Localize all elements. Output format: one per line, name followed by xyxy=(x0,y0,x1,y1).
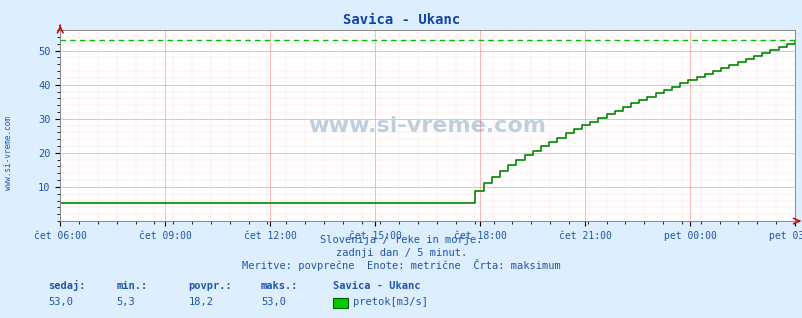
Text: maks.:: maks.: xyxy=(261,281,298,291)
Text: 53,0: 53,0 xyxy=(261,297,286,307)
Text: pretok[m3/s]: pretok[m3/s] xyxy=(353,297,427,307)
Text: Savica - Ukanc: Savica - Ukanc xyxy=(342,13,460,27)
Text: povpr.:: povpr.: xyxy=(188,281,232,291)
Text: sedaj:: sedaj: xyxy=(48,280,86,291)
Text: 53,0: 53,0 xyxy=(48,297,73,307)
Text: Meritve: povprečne  Enote: metrične  Črta: maksimum: Meritve: povprečne Enote: metrične Črta:… xyxy=(242,259,560,271)
Text: 5,3: 5,3 xyxy=(116,297,135,307)
Text: www.si-vreme.com: www.si-vreme.com xyxy=(3,116,13,190)
Text: Savica - Ukanc: Savica - Ukanc xyxy=(333,281,420,291)
Text: Slovenija / reke in morje.: Slovenija / reke in morje. xyxy=(320,235,482,245)
Text: zadnji dan / 5 minut.: zadnji dan / 5 minut. xyxy=(335,248,467,258)
Text: 18,2: 18,2 xyxy=(188,297,213,307)
Text: min.:: min.: xyxy=(116,281,148,291)
Text: www.si-vreme.com: www.si-vreme.com xyxy=(308,116,546,135)
